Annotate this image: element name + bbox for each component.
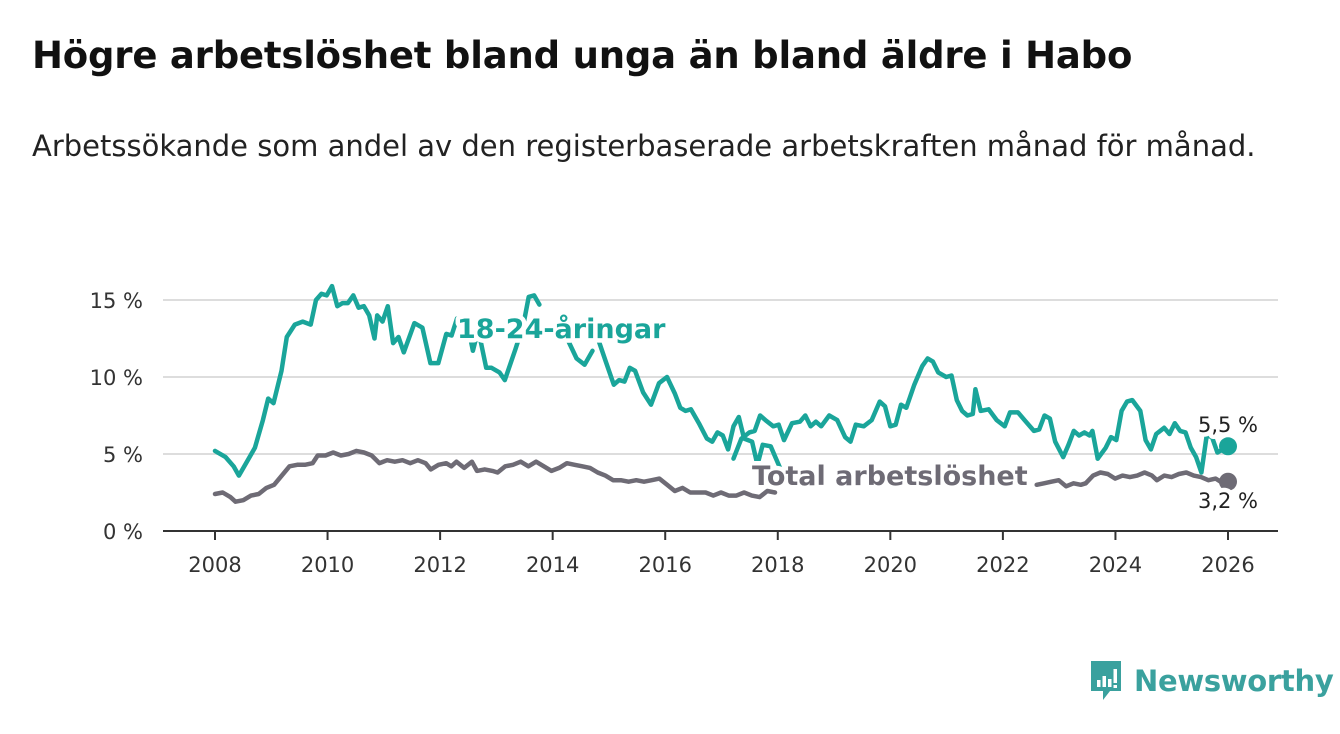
x-axis-ticks: 2008 2010 2012 2014 2016 2018 2020 2022 2024 2026 (163, 530, 1278, 577)
total-line (1034, 477, 1088, 489)
y-tick-label: 10 % (90, 366, 143, 390)
total-end-label: 3,2 % (1198, 489, 1258, 513)
youth-line (566, 339, 595, 367)
brand-name: Newsworthy (1134, 664, 1334, 698)
x-tick-label: 2020 (864, 553, 917, 577)
youth-line (731, 356, 1100, 461)
newsworthy-logo-icon (1091, 661, 1121, 700)
series-lines (212, 283, 1237, 504)
total-line (212, 448, 778, 504)
x-tick-label: 2026 (1201, 553, 1254, 577)
x-tick-label: 2014 (526, 553, 579, 577)
chart-subtitle: Arbetssökande som andel av den registerb… (32, 129, 1256, 163)
x-tick-label: 2018 (751, 553, 804, 577)
total-end-label-halo: 3,2 % (1198, 489, 1258, 513)
x-tick-label: 2008 (188, 553, 241, 577)
x-tick-label: 2012 (413, 553, 466, 577)
youth-end-label-halo: 5,5 % (1198, 413, 1258, 437)
y-tick-label: 5 % (103, 443, 143, 467)
x-tick-label: 2010 (301, 553, 354, 577)
y-tick-label: 0 % (103, 520, 143, 544)
brand: Newsworthy (1088, 658, 1334, 704)
youth-line (212, 283, 542, 478)
gridlines (163, 299, 1278, 455)
x-tick-label: 2022 (976, 553, 1029, 577)
chart-title: Högre arbetslöshet bland unga än bland ä… (32, 34, 1133, 77)
youth-series-label: 18-24-åringar (457, 313, 666, 345)
youth-series-label-halo: 18-24-åringar (457, 313, 666, 345)
youth-line (1095, 397, 1231, 475)
total-line (1083, 470, 1231, 486)
youth-end-point (1219, 437, 1237, 456)
total-series-label: Total arbetslöshet (752, 461, 1028, 492)
youth-end-label: 5,5 % (1198, 413, 1258, 437)
x-tick-label: 2016 (638, 553, 691, 577)
x-tick-label: 2024 (1089, 553, 1142, 577)
total-end-point (1219, 472, 1237, 491)
y-axis-ticks: 0 % 5 % 10 % 15 % (90, 289, 143, 544)
youth-line (595, 336, 789, 486)
total-series-label-halo: Total arbetslöshet (752, 461, 1028, 492)
y-tick-label: 15 % (90, 289, 143, 313)
